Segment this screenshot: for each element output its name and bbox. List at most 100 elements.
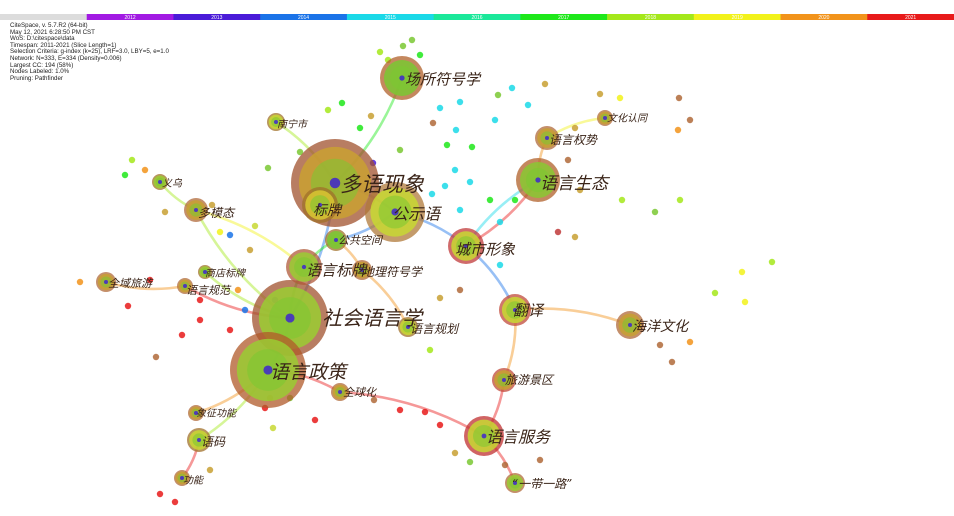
keyword-label: 语言规范 [186,284,232,297]
timeline-slice: 2017 [520,14,608,20]
keyword-label: 公共空间 [338,234,384,247]
minor-node [241,306,249,314]
metadata-line: Timespan: 2011-2021 (Slice Length=1) [10,41,117,49]
node-core [334,238,338,242]
minor-node [338,99,346,107]
minor-node [408,36,416,44]
keyword-node-chengshi [448,228,484,264]
node-core [183,284,187,288]
minor-node [246,246,254,254]
minor-node [443,141,451,149]
timeline-year: 2021 [905,15,916,20]
keyword-label: 公示语 [392,205,442,224]
minor-node [206,466,214,474]
keyword-label: 多模态 [198,206,236,220]
keyword-label: 海洋文化 [632,319,690,335]
node-core [603,116,607,120]
keyword-label: 标牌 [313,203,343,219]
keyword-node-xiangzheng [188,405,204,421]
minor-node [436,294,444,302]
minor-node [451,449,459,457]
keyword-label: 南宁市 [277,119,309,131]
keyword-node-biaopai [302,187,338,223]
minor-node [146,276,154,284]
minor-node [196,316,204,324]
keyword-node-gongshi [365,182,425,242]
minor-node [541,80,549,88]
keyword-label: 义乌 [162,178,183,190]
keyword-node-quanqiu [331,383,349,401]
minor-node [128,156,136,164]
node-core [104,280,108,284]
minor-node-layer [76,36,776,506]
node-core [158,180,162,184]
minor-node [536,456,544,464]
node-core [263,365,273,375]
node-core [481,433,487,439]
timeline-year: 2017 [558,15,569,20]
minor-node [251,222,259,230]
timeline-slice: 2018 [607,14,695,20]
keyword-node-yuma [187,428,211,452]
metadata-line: Nodes Labeled: 1.0% [10,68,70,76]
timeline-slice: 2014 [260,14,348,20]
metadata-line: Largest CC: 194 (58%) [10,61,74,69]
minor-node [616,94,624,102]
metadata-line: Selection Criteria: g-index (k=25), LRF=… [10,48,169,56]
timeline-year: 2016 [471,15,482,20]
keyword-label: 语言权势 [549,133,598,147]
keyword-label: 全域旅游 [108,277,154,290]
minor-node [396,406,404,414]
minor-node [656,341,664,349]
timeline-slice-color [260,14,348,20]
keyword-label: 翻译 [513,301,545,319]
minor-node [741,298,749,306]
minor-node [456,286,464,294]
timeline-slice-color [780,14,868,20]
timeline-year: 2015 [385,15,396,20]
minor-node [491,116,499,124]
node-core [360,268,364,272]
minor-node [456,206,464,214]
keyword-label: 地理符号学 [362,265,424,279]
keyword-node-fuwu [464,416,504,456]
node-core [391,208,399,216]
minor-node [124,302,132,310]
node-core [502,378,506,382]
timeline-slice-color [520,14,608,20]
keyword-node-quanli [535,126,559,150]
node-core [513,308,517,312]
minor-node [686,338,694,346]
keyword-label: 语言规划 [410,322,460,336]
metadata-line: CiteSpace, v. 5.7.R2 (64-bit) [10,22,88,29]
metadata-line: May 12, 2021 6:28:50 PM CST [10,28,95,36]
node-core [301,264,307,270]
node-core [545,136,549,140]
timeline-year: 2020 [818,15,829,20]
minor-node [208,201,216,209]
node-core [329,177,341,189]
minor-node [76,278,84,286]
timeline-bar: 2012 2013 2014 2015 2016 2017 2018 2019 2020 2021 [0,14,954,20]
keyword-label: 文化认同 [607,113,649,125]
minor-node [376,48,384,56]
keyword-node-gonggong [325,229,347,251]
minor-node [370,396,378,404]
node-core [317,202,323,208]
keyword-node-changsuo [380,56,424,100]
minor-node [441,182,449,190]
keyword-node-nanning [267,113,285,131]
timeline-slice: 2019 [693,14,782,20]
minor-node [554,228,562,236]
minor-node [676,196,684,204]
minor-node [571,124,579,132]
minor-node [496,218,504,226]
timeline-slice: 2016 [433,14,521,20]
keyword-label: 语言政策 [270,362,349,384]
keyword-node-shengtai [516,158,560,202]
minor-node [496,261,504,269]
keyword-node-duomotai [184,198,208,222]
minor-node [711,289,719,297]
keyword-node-wenhua [597,110,613,126]
minor-node [428,190,436,198]
